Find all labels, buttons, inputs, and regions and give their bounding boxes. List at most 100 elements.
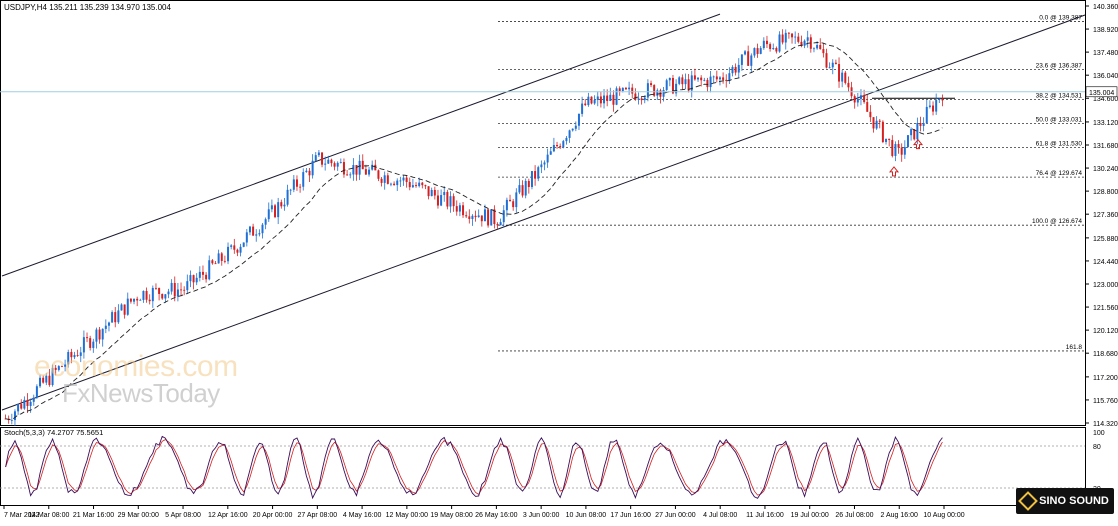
candle-body xyxy=(587,96,590,106)
candle-body xyxy=(26,399,29,406)
candle-body xyxy=(493,209,496,225)
time-tick-label: 27 Jun 00:00 xyxy=(655,512,696,519)
candle-body xyxy=(559,146,562,148)
candle-body xyxy=(142,290,145,300)
stoch-plot-frame xyxy=(0,427,1086,506)
candle-body xyxy=(383,175,386,183)
candle-body xyxy=(223,260,226,262)
candle-body xyxy=(812,48,815,50)
candle-body xyxy=(546,154,549,163)
candle-body xyxy=(189,275,192,282)
stoch-header: Stoch(5,3,3) 74.2707 75.5651 xyxy=(4,428,103,437)
candle-body xyxy=(487,209,490,226)
candle-body xyxy=(872,117,875,129)
time-tick-label: 20 Apr 00:00 xyxy=(253,512,293,519)
candle-body xyxy=(111,312,114,323)
candle-body xyxy=(205,274,208,280)
stochastic-oscillator: 10080200 xyxy=(0,430,1105,507)
candle-body xyxy=(480,215,483,222)
candle-body xyxy=(76,355,79,356)
price-tick-label: 128.800 xyxy=(1093,189,1118,196)
symbol-header: USDJPY,H4 135.211 135.239 134.970 135.00… xyxy=(4,3,172,12)
candle-body xyxy=(565,137,568,142)
candle-body xyxy=(765,40,768,45)
main-plot-frame xyxy=(0,0,1086,426)
candle-body xyxy=(396,180,399,186)
candle-body xyxy=(393,183,396,186)
price-tick-label: 136.040 xyxy=(1093,73,1118,80)
candle-body xyxy=(452,196,455,207)
candle-body xyxy=(92,341,95,348)
candle-body xyxy=(107,322,110,326)
current-price-box xyxy=(1085,86,1118,98)
fib-level-label: 23.6 @ 136.387 xyxy=(1036,63,1083,70)
candle-body xyxy=(671,77,674,94)
price-tick-label: 140.360 xyxy=(1093,4,1118,11)
candle-body xyxy=(327,159,330,164)
candle-body xyxy=(897,144,900,148)
watermark-economies: economies.com xyxy=(34,350,238,383)
candle-body xyxy=(299,186,302,188)
candle-body xyxy=(706,79,709,88)
candle-body xyxy=(675,83,678,94)
candle-body xyxy=(136,298,139,301)
candle-body xyxy=(292,179,295,190)
candle-body xyxy=(23,399,26,409)
candle-body xyxy=(715,76,718,80)
moving-average xyxy=(5,42,943,421)
candle-body xyxy=(590,96,593,104)
fib-level-label: 76.4 @ 129.674 xyxy=(1036,170,1083,177)
price-tick-label: 127.360 xyxy=(1093,212,1118,219)
candle-body xyxy=(756,48,759,54)
candle-body xyxy=(176,289,179,297)
candle-body xyxy=(571,128,574,131)
candle-body xyxy=(681,77,684,85)
candle-body xyxy=(847,82,850,88)
candle-body xyxy=(772,48,775,49)
candle-body xyxy=(377,170,380,179)
candle-body xyxy=(305,170,308,173)
price-tick-label: 138.920 xyxy=(1093,27,1118,34)
candle-body xyxy=(863,95,866,103)
candle-body xyxy=(505,199,508,211)
candle-body xyxy=(490,209,493,226)
candle-body xyxy=(230,245,233,247)
candle-body xyxy=(628,87,631,90)
candle-body xyxy=(806,37,809,41)
time-tick-label: 5 Apr 08:00 xyxy=(165,512,201,519)
candle-body xyxy=(148,299,151,302)
candle-body xyxy=(82,337,85,353)
candle-body xyxy=(227,246,230,262)
candle-body xyxy=(668,77,671,81)
candle-body xyxy=(145,290,148,300)
candle-body xyxy=(834,62,837,65)
candle-body xyxy=(524,180,527,196)
candle-body xyxy=(828,67,831,69)
candle-body xyxy=(618,88,621,92)
candle-body xyxy=(919,123,922,126)
candle-body xyxy=(609,94,612,102)
candle-body xyxy=(866,102,869,112)
candle-body xyxy=(903,147,906,155)
time-tick-label: 4 May 16:00 xyxy=(343,512,382,519)
candle-body xyxy=(289,189,292,191)
candle-body xyxy=(712,76,715,78)
candle-body xyxy=(154,287,157,289)
candle-body xyxy=(374,164,377,171)
candle-body xyxy=(346,174,349,176)
candlesticks xyxy=(4,29,944,426)
time-tick-label: 19 Jul 00:00 xyxy=(791,512,829,519)
candle-body xyxy=(722,77,725,80)
candle-body xyxy=(86,337,89,339)
price-tick-label: 133.120 xyxy=(1093,120,1118,127)
candle-body xyxy=(440,195,443,206)
candle-body xyxy=(809,37,812,49)
candle-body xyxy=(95,329,98,342)
candle-body xyxy=(885,138,888,143)
candle-body xyxy=(280,202,283,207)
candle-body xyxy=(371,164,374,170)
candle-body xyxy=(599,96,602,104)
price-tick-label: 121.560 xyxy=(1093,305,1118,312)
